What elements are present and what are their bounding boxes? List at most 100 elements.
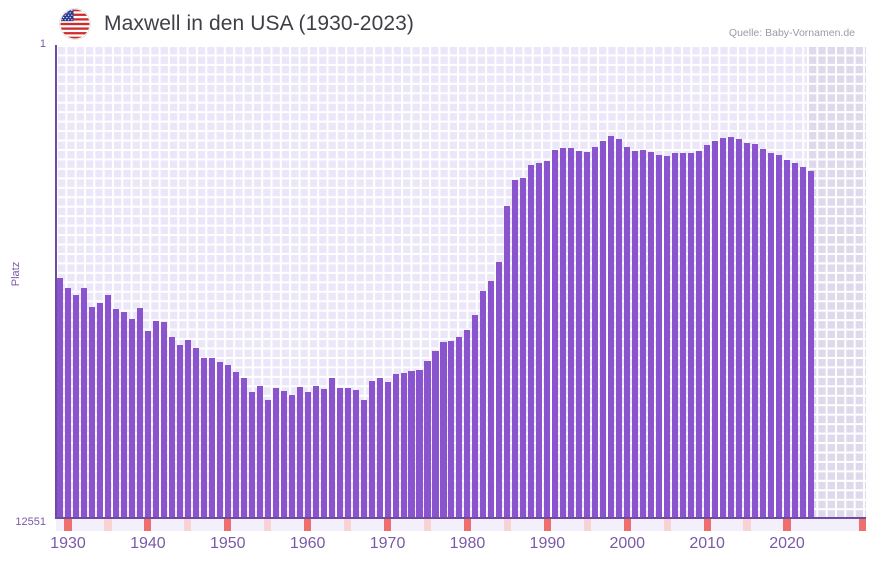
- x-tick-major: [224, 519, 232, 531]
- bar[interactable]: [384, 381, 391, 517]
- bar[interactable]: [184, 339, 191, 517]
- bar[interactable]: [656, 155, 663, 517]
- bar[interactable]: [400, 373, 407, 517]
- bar[interactable]: [200, 358, 207, 517]
- bar[interactable]: [280, 390, 287, 517]
- bar[interactable]: [568, 148, 575, 517]
- bar[interactable]: [208, 358, 215, 517]
- bar[interactable]: [696, 151, 703, 517]
- bar[interactable]: [752, 143, 759, 517]
- bar[interactable]: [560, 147, 567, 517]
- bar[interactable]: [128, 318, 135, 517]
- bar[interactable]: [584, 152, 591, 517]
- bar[interactable]: [736, 139, 743, 517]
- bar[interactable]: [368, 380, 375, 517]
- bar[interactable]: [744, 142, 751, 517]
- bar[interactable]: [576, 151, 583, 517]
- bar[interactable]: [176, 345, 183, 517]
- bar[interactable]: [56, 277, 64, 517]
- bar[interactable]: [376, 377, 383, 517]
- bar[interactable]: [360, 400, 367, 517]
- bar[interactable]: [648, 151, 655, 517]
- bar[interactable]: [288, 395, 295, 517]
- bar[interactable]: [136, 308, 143, 517]
- bar[interactable]: [520, 177, 527, 517]
- bar[interactable]: [160, 321, 167, 517]
- bar[interactable]: [168, 336, 175, 517]
- bar[interactable]: [232, 371, 239, 517]
- bar[interactable]: [640, 150, 647, 517]
- bar[interactable]: [392, 373, 399, 517]
- bar[interactable]: [96, 303, 103, 517]
- bar[interactable]: [704, 145, 711, 517]
- bar[interactable]: [408, 371, 415, 517]
- bar[interactable]: [712, 141, 719, 517]
- bar[interactable]: [624, 147, 631, 517]
- bar[interactable]: [424, 361, 431, 517]
- bar[interactable]: [544, 161, 551, 517]
- bar[interactable]: [592, 146, 599, 517]
- bar[interactable]: [336, 388, 343, 517]
- bar[interactable]: [64, 287, 71, 517]
- bar[interactable]: [799, 167, 807, 517]
- bar[interactable]: [456, 337, 463, 517]
- bar[interactable]: [600, 141, 607, 517]
- bar[interactable]: [312, 386, 319, 517]
- bar[interactable]: [664, 155, 671, 517]
- bar[interactable]: [448, 340, 455, 517]
- bar[interactable]: [807, 170, 815, 517]
- bar[interactable]: [608, 136, 615, 517]
- bar[interactable]: [480, 290, 487, 517]
- bar[interactable]: [440, 341, 447, 517]
- bar[interactable]: [112, 308, 119, 517]
- bar[interactable]: [776, 154, 783, 517]
- bar[interactable]: [464, 329, 471, 517]
- bar[interactable]: [416, 369, 423, 517]
- bar[interactable]: [512, 180, 519, 517]
- bar[interactable]: [88, 307, 95, 517]
- bar[interactable]: [120, 312, 127, 517]
- bar[interactable]: [272, 388, 279, 517]
- bar[interactable]: [680, 152, 687, 517]
- bar[interactable]: [791, 163, 799, 517]
- bar[interactable]: [783, 160, 791, 517]
- bar[interactable]: [768, 153, 775, 517]
- bar[interactable]: [248, 392, 255, 517]
- bar[interactable]: [264, 399, 271, 517]
- bar[interactable]: [536, 163, 543, 517]
- bar[interactable]: [224, 364, 231, 517]
- bar[interactable]: [352, 390, 359, 517]
- bar[interactable]: [632, 150, 639, 517]
- bar[interactable]: [528, 164, 535, 517]
- bar[interactable]: [344, 387, 351, 517]
- bar[interactable]: [504, 206, 511, 517]
- bar[interactable]: [216, 361, 223, 517]
- bar[interactable]: [192, 348, 199, 517]
- bar[interactable]: [488, 280, 495, 517]
- y-axis-max-label: 1: [39, 38, 46, 50]
- bar[interactable]: [320, 388, 327, 517]
- x-axis-tick-label: 1980: [449, 535, 486, 552]
- bar[interactable]: [552, 150, 559, 517]
- x-axis-tick-label: 2010: [689, 535, 725, 552]
- bar[interactable]: [688, 152, 695, 517]
- bar[interactable]: [72, 294, 79, 517]
- bar[interactable]: [256, 386, 263, 517]
- bar[interactable]: [496, 262, 503, 517]
- bar[interactable]: [104, 295, 111, 517]
- bar[interactable]: [304, 391, 311, 517]
- bar[interactable]: [760, 149, 767, 517]
- bar[interactable]: [240, 378, 247, 517]
- bar[interactable]: [144, 330, 151, 517]
- bar[interactable]: [328, 378, 335, 517]
- bar[interactable]: [728, 137, 735, 517]
- bar[interactable]: [296, 387, 303, 517]
- bar[interactable]: [616, 139, 623, 517]
- bar[interactable]: [80, 287, 87, 517]
- x-axis-tick-label: 1990: [529, 535, 566, 552]
- bar[interactable]: [672, 152, 679, 517]
- bar[interactable]: [432, 351, 439, 517]
- bar[interactable]: [720, 138, 727, 517]
- bar[interactable]: [472, 315, 479, 517]
- bar[interactable]: [152, 321, 159, 517]
